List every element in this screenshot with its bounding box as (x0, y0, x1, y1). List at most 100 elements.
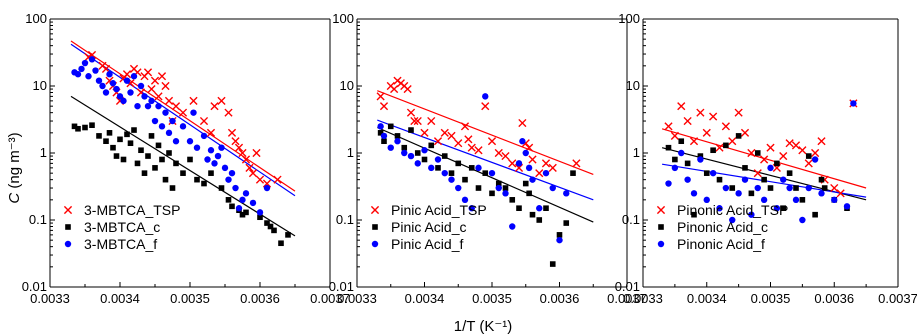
y-tick-label: 0.01 (329, 279, 354, 294)
data-point-square (691, 211, 697, 218)
x-stroke (427, 116, 436, 126)
data-point-square (387, 123, 394, 130)
data-point-square (556, 232, 563, 238)
data-point-square (148, 133, 155, 139)
data-point-circle (134, 102, 141, 110)
data-point-square (495, 180, 502, 187)
data-point-circle (709, 169, 717, 177)
x-stroke (370, 205, 380, 215)
data-point-circle (169, 117, 176, 125)
x-stroke (817, 137, 826, 146)
data-point-square (475, 185, 482, 191)
data-point-square (267, 223, 274, 230)
data-point-circle (239, 196, 246, 204)
data-point-x (403, 84, 412, 94)
x-axis-title: 1/T (K⁻¹) (454, 318, 512, 335)
data-point-square (502, 185, 509, 191)
data-point-circle (542, 169, 550, 177)
x-stroke (420, 128, 429, 137)
data-point-square (159, 156, 165, 163)
legend-label-tsp: Pinonic Acid_TSP (677, 202, 788, 218)
data-point-square (162, 176, 169, 183)
x-stroke (245, 163, 254, 172)
x-stroke (199, 116, 209, 126)
data-point-square (710, 147, 716, 154)
x-stroke (248, 169, 258, 178)
data-point-circle (703, 196, 710, 204)
data-point-circle (522, 149, 529, 157)
legend-label-tsp: Pinic Acid_TSP (391, 202, 487, 218)
data-point-square (229, 203, 235, 210)
legend-label-f: Pinonic Acid_f (677, 236, 765, 252)
data-point-x (433, 137, 443, 146)
data-point-circle (780, 176, 787, 183)
data-point-square (394, 133, 401, 139)
x-stroke (785, 139, 794, 148)
x-stroke (664, 122, 673, 131)
data-point-circle (214, 152, 222, 160)
data-point-circle (671, 164, 679, 172)
data-point-x (836, 189, 845, 198)
x-stroke (696, 108, 705, 117)
data-point-circle (792, 196, 800, 204)
data-point-circle (536, 205, 543, 212)
x-stroke (433, 137, 443, 146)
data-point-x (670, 131, 679, 140)
y-tick-label: 10 (33, 78, 47, 93)
data-point-square (75, 125, 81, 132)
data-point-circle (387, 144, 394, 151)
data-point-square (516, 205, 522, 212)
y-tick-label: 0.1 (29, 212, 47, 227)
data-point-circle (109, 80, 117, 87)
x-stroke (474, 146, 483, 155)
data-point-circle (113, 85, 120, 93)
x-tick-label: 0.0033 (30, 291, 70, 306)
x-stroke (413, 116, 422, 126)
data-point-x (518, 118, 527, 128)
data-point-x (494, 148, 503, 158)
data-point-circle (127, 89, 134, 96)
x-stroke (467, 143, 476, 152)
data-point-circle (767, 164, 774, 172)
y-axis-title-unit: (ng m⁻³) (6, 132, 23, 192)
x-stroke (206, 128, 216, 137)
data-point-circle (488, 169, 496, 177)
data-point-x (420, 128, 429, 137)
data-point-x (785, 139, 794, 148)
x-stroke (836, 189, 845, 198)
x-stroke (234, 143, 244, 152)
x-tick-label: 0.0037 (878, 291, 917, 306)
data-point-circle (729, 216, 736, 224)
data-point-circle (690, 190, 698, 197)
y-tick-label: 1 (347, 145, 354, 160)
y-tick-label: 10 (626, 78, 640, 93)
chart-panel-3: 0.0033 0.0034 0.0035 0.0036 0.0037 0.01 0.1 1 10… (615, 11, 917, 306)
y-tick-label: 0.1 (622, 212, 640, 227)
x-stroke (715, 143, 724, 152)
x-stroke (105, 76, 114, 85)
data-point-circle (235, 205, 243, 212)
data-point-square (239, 211, 246, 218)
data-point-circle (186, 138, 194, 145)
data-point-circle (256, 209, 264, 216)
x-stroke (390, 84, 399, 94)
data-point-circle (716, 205, 723, 212)
data-point-square (767, 185, 774, 191)
data-point-circle (225, 176, 232, 183)
data-point-circle (130, 73, 138, 80)
x-stroke (670, 131, 679, 140)
data-point-circle (509, 223, 516, 230)
data-point-x (161, 81, 170, 91)
x-stroke (572, 159, 581, 168)
data-point-circle (556, 236, 563, 244)
x-stroke (231, 137, 240, 146)
data-point-square (82, 124, 88, 131)
data-point-square (155, 142, 162, 149)
data-point-square (103, 138, 109, 145)
x-stroke (501, 151, 510, 161)
data-point-x (683, 116, 692, 126)
data-point-square (774, 160, 780, 167)
data-point-circle (741, 176, 749, 183)
x-stroke (541, 159, 551, 168)
